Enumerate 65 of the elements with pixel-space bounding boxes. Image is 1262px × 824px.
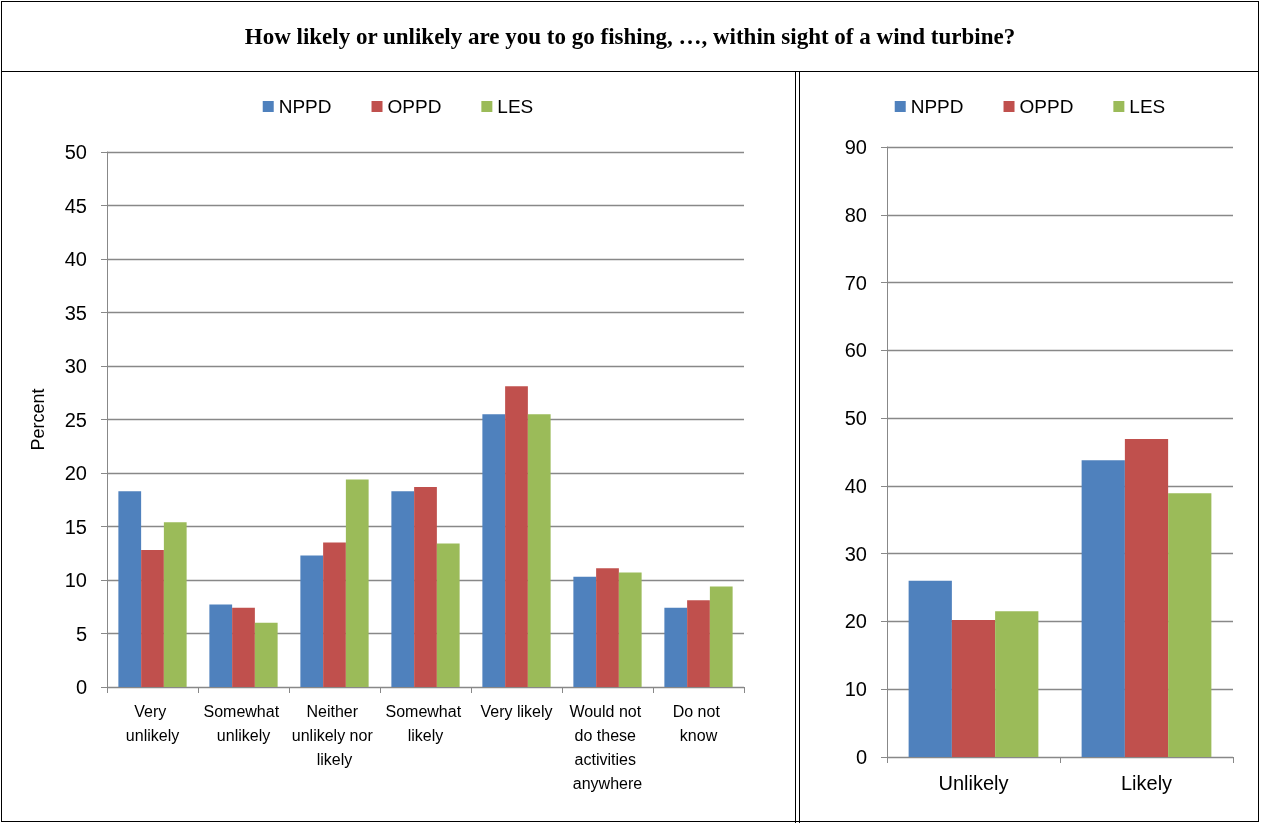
y-tick-label: 5 xyxy=(75,622,87,645)
y-axis-title: Percent xyxy=(28,388,48,451)
y-tick-label: 60 xyxy=(844,339,867,362)
bar xyxy=(209,604,233,687)
y-tick-label: 80 xyxy=(844,203,867,226)
legend-label: OPPD xyxy=(1019,96,1074,117)
bar xyxy=(618,572,642,687)
bar xyxy=(254,622,278,687)
y-tick-label: 15 xyxy=(64,515,87,538)
x-tick-label: Somewhat unlikely xyxy=(203,702,284,744)
bar xyxy=(687,600,710,687)
x-tick-label: Unlikely xyxy=(938,772,1009,794)
y-tick-label: 70 xyxy=(844,271,867,294)
y-tick-label: 10 xyxy=(64,569,87,591)
bar xyxy=(232,607,255,687)
x-tick-label: Very likely xyxy=(480,702,553,720)
y-tick-label: 30 xyxy=(844,542,867,565)
y-tick-label: 30 xyxy=(64,355,87,377)
bar xyxy=(345,479,369,687)
x-tick-label: Would not do these activities anywhere xyxy=(569,702,646,792)
y-tick-label: 25 xyxy=(64,408,87,431)
x-tick-label: Neither unlikely nor likely xyxy=(291,702,378,768)
legend-label: LES xyxy=(497,96,534,117)
bar xyxy=(1168,493,1212,757)
bar xyxy=(391,491,415,687)
x-tick-label: Somewhat likely xyxy=(385,702,466,744)
bar xyxy=(664,607,688,687)
bar xyxy=(482,414,506,687)
y-tick-label: 40 xyxy=(844,474,867,497)
bar xyxy=(163,522,187,687)
bar xyxy=(596,568,619,687)
y-tick-label: 20 xyxy=(64,462,87,484)
y-tick-label: 10 xyxy=(844,678,867,701)
bar xyxy=(995,611,1039,757)
bar xyxy=(118,491,142,687)
y-tick-label: 50 xyxy=(844,407,867,430)
bar xyxy=(709,586,733,687)
y-tick-label: 0 xyxy=(855,746,867,768)
bar xyxy=(141,550,164,687)
bar xyxy=(505,386,528,687)
y-tick-label: 40 xyxy=(64,248,87,270)
y-tick-label: 50 xyxy=(64,141,87,163)
bar xyxy=(1124,439,1169,757)
bar xyxy=(436,543,460,687)
bar xyxy=(300,555,324,687)
bar xyxy=(414,486,437,687)
legend-label: NPPD xyxy=(910,96,964,117)
chart-title: How likely or unlikely are you to go fishing, …, within sight of a wind turbine? xyxy=(2,2,1258,72)
x-tick-label: Likely xyxy=(1120,772,1173,794)
x-tick-label: Very unlikely xyxy=(125,702,180,744)
y-tick-label: 45 xyxy=(64,194,87,217)
bar xyxy=(951,620,996,757)
y-tick-label: 90 xyxy=(844,136,867,158)
y-tick-label: 0 xyxy=(75,676,87,698)
bar xyxy=(323,542,346,687)
bar xyxy=(527,414,551,687)
bar xyxy=(573,576,597,687)
x-tick-label: Do not know xyxy=(672,702,725,744)
bar xyxy=(908,580,952,757)
legend-label: LES xyxy=(1129,96,1166,117)
y-tick-label: 35 xyxy=(64,301,87,324)
legend-label: NPPD xyxy=(278,96,332,117)
legend-label: OPPD xyxy=(387,96,442,117)
bar xyxy=(1081,460,1125,757)
y-tick-label: 20 xyxy=(844,610,867,633)
